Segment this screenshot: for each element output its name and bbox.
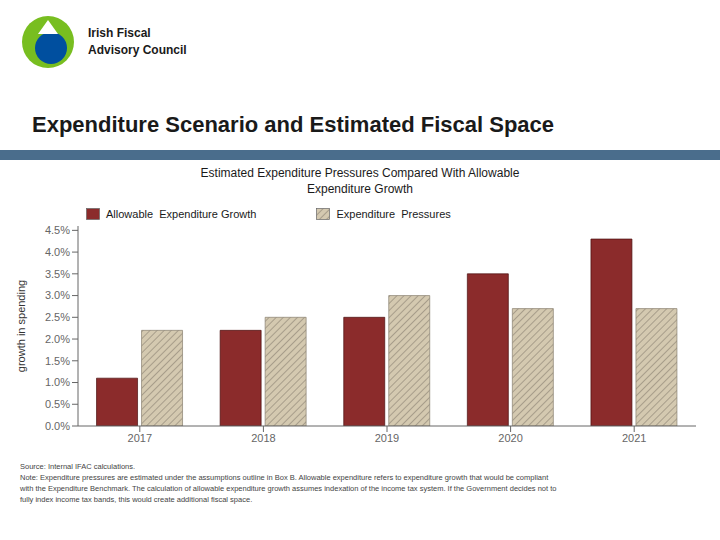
- html-text:Expenditure Growth: Expenditure Growth: [307, 181, 413, 196]
- html-text:Expenditure Pressures: Expenditure Pressures: [336, 208, 451, 220]
- html-text:Expenditure Scenario and Estim: Expenditure Scenario and Estimated Fisca…: [32, 112, 555, 137]
- svg-text:2017: 2017: [128, 432, 152, 444]
- svg-text:2018: 2018: [251, 432, 275, 444]
- svg-text:2019: 2019: [375, 432, 399, 444]
- svg-text:3.5%: 3.5%: [45, 268, 70, 280]
- svg-text:2021: 2021: [622, 432, 646, 444]
- html-text:Estimated Expenditure Pressure: Estimated Expenditure Pressures Compared…: [200, 166, 520, 180]
- html-text:Irish Fiscal: Irish Fiscal: [88, 26, 151, 41]
- html-text:with the Expenditure Benchmark: with the Expenditure Benchmark. The calc…: [20, 483, 557, 493]
- svg-text:2020: 2020: [498, 432, 522, 444]
- svg-text:growth in spending: growth in spending: [15, 280, 27, 372]
- html-text:Source: Internal IFAC calculat: Source: Internal IFAC calculations.: [20, 462, 136, 471]
- svg-text:3.0%: 3.0%: [45, 289, 70, 301]
- svg-text:1.5%: 1.5%: [45, 355, 70, 367]
- html-text:Advisory Council: Advisory Council: [88, 43, 187, 57]
- html-text:Note: Expenditure pressures ar: Note: Expenditure pressures are estimate…: [20, 472, 549, 482]
- svg-text:0.0%: 0.0%: [45, 420, 70, 432]
- svg-text:4.0%: 4.0%: [45, 246, 70, 258]
- svg-text:0.5%: 0.5%: [45, 398, 70, 410]
- svg-text:1.0%: 1.0%: [45, 376, 70, 388]
- svg-text:2.0%: 2.0%: [45, 333, 70, 345]
- html-text:fully index income tax bands,: fully index income tax bands, this would…: [20, 494, 253, 504]
- svg-text:4.5%: 4.5%: [45, 224, 70, 236]
- html-text:Allowable Expenditure Growth: Allowable Expenditure Growth: [106, 208, 257, 220]
- svg-text:2.5%: 2.5%: [45, 311, 70, 323]
